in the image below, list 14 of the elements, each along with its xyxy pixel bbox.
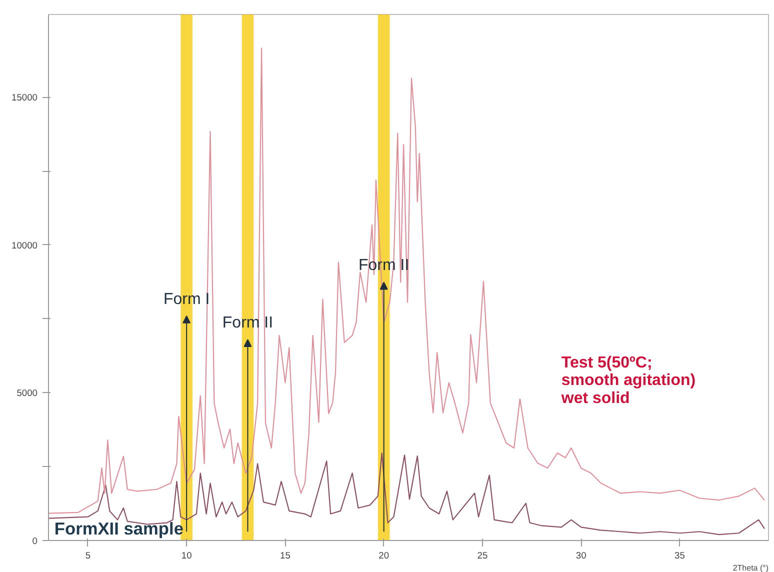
y-tick-label: 10000: [12, 240, 38, 250]
x-tick-label: 35: [674, 550, 685, 560]
x-tick-label: 25: [477, 550, 488, 560]
x-axis-title: 2Theta (°): [732, 564, 769, 572]
y-tick-label: 15000: [12, 92, 38, 103]
x-tick-label: 5: [85, 550, 91, 560]
text: Test 5(50ºC; smooth agitation) wet solid: [560, 354, 696, 408]
y-tick-label: 5000: [16, 388, 38, 398]
x-tick-label: 15: [280, 550, 290, 560]
x-tick-label: 30: [576, 550, 586, 560]
y-tick-label: 0: [32, 536, 38, 546]
line-series: [48, 48, 766, 514]
x-tick-label: 20: [378, 550, 390, 560]
x-tick-label: 10: [181, 550, 192, 560]
